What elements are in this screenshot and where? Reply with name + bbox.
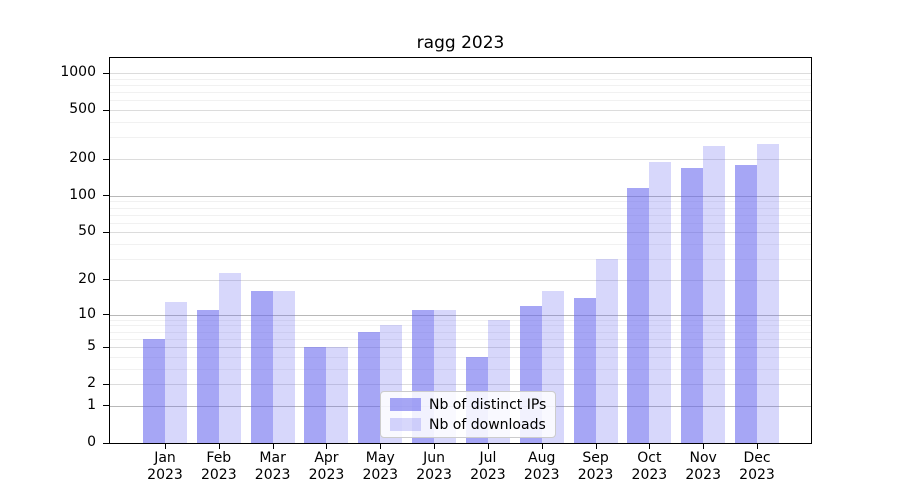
legend-label-distinct-ips: Nb of distinct IPs <box>429 396 547 413</box>
x-tick-label-apr: Apr 2023 <box>308 450 345 483</box>
gridline-minor <box>110 137 811 139</box>
bar-nov-downloads <box>703 146 726 443</box>
gridline-minor <box>110 100 811 102</box>
x-tick-mark <box>756 444 758 449</box>
x-tick-mark <box>380 444 382 449</box>
y-tick-label: 5 <box>87 338 96 355</box>
bar-mar-downloads <box>272 291 295 443</box>
y-tick-label: 500 <box>69 101 96 118</box>
y-tick-label: 20 <box>78 270 96 287</box>
x-tick-label-dec: Dec 2023 <box>739 450 775 483</box>
legend-entry-downloads: Nb of downloads <box>390 416 546 433</box>
x-tick-label-mar: Mar 2023 <box>254 450 291 483</box>
gridline <box>110 347 811 349</box>
gridline-minor <box>110 244 811 246</box>
gridline-decade <box>110 314 811 316</box>
gridline-minor <box>110 338 811 340</box>
gridline-minor <box>110 259 811 261</box>
x-tick-label-nov: Nov 2023 <box>685 450 721 483</box>
bar-may-distinct-ips <box>358 331 381 443</box>
bar-oct-distinct-ips <box>627 188 650 443</box>
gridline <box>110 159 811 160</box>
y-tick-mark <box>103 405 110 407</box>
bar-oct-downloads <box>649 161 672 443</box>
bar-apr-downloads <box>326 347 349 443</box>
gridline-minor <box>110 319 811 321</box>
y-tick-mark <box>103 72 110 74</box>
gridline-minor <box>110 331 811 333</box>
gridline-minor <box>110 84 811 86</box>
gridline-minor <box>110 78 811 80</box>
gridline <box>110 232 811 234</box>
y-tick-mark <box>103 231 110 233</box>
y-tick-label: 2 <box>87 375 96 392</box>
gridline-minor <box>110 122 811 124</box>
x-tick-label-aug: Aug 2023 <box>523 450 560 483</box>
x-tick-label-feb: Feb 2023 <box>200 450 237 483</box>
x-tick-mark <box>595 444 597 449</box>
legend-label-downloads: Nb of downloads <box>429 416 546 433</box>
bar-jan-downloads <box>165 301 187 443</box>
y-tick-label: 1 <box>87 396 96 413</box>
legend-swatch-distinct-ips <box>390 398 421 411</box>
chart-title: ragg 2023 <box>416 33 505 53</box>
y-tick-label: 200 <box>69 150 96 166</box>
gridline-minor <box>110 201 811 203</box>
bar-feb-distinct-ips <box>196 309 219 443</box>
y-tick-mark <box>103 279 110 281</box>
gridline-decade <box>110 195 811 197</box>
y-tick-label: 10 <box>78 305 96 322</box>
bar-jan-distinct-ips <box>143 338 165 443</box>
y-tick-mark <box>103 158 110 160</box>
gridline-minor <box>110 356 811 358</box>
legend: Nb of distinct IPs Nb of downloads <box>380 391 557 438</box>
bar-dec-downloads <box>756 144 779 443</box>
y-tick-mark <box>103 346 110 348</box>
x-tick-mark <box>703 444 705 449</box>
gridline <box>110 384 811 386</box>
x-tick-label-oct: Oct 2023 <box>631 450 668 483</box>
y-tick-mark <box>103 442 110 444</box>
bar-apr-distinct-ips <box>304 347 327 443</box>
y-tick-mark <box>103 109 110 111</box>
x-tick-mark <box>326 444 328 449</box>
gridline-minor <box>110 368 811 370</box>
y-tick-label: 0 <box>87 434 96 450</box>
x-tick-label-jul: Jul 2023 <box>470 450 506 483</box>
y-tick-mark <box>103 195 110 197</box>
x-tick-label-sep: Sep 2023 <box>577 450 614 483</box>
gridline-minor <box>110 325 811 327</box>
y-tick-mark <box>103 314 110 316</box>
gridline-minor <box>110 222 811 224</box>
x-tick-mark <box>272 444 274 449</box>
x-tick-label-may: May 2023 <box>362 450 399 483</box>
bar-feb-downloads <box>218 272 241 443</box>
bar-dec-distinct-ips <box>734 164 757 443</box>
bar-mar-distinct-ips <box>250 291 273 443</box>
bar-sep-downloads <box>595 259 618 443</box>
bar-nov-distinct-ips <box>681 167 704 443</box>
gridline <box>110 73 811 75</box>
x-tick-label-jan: Jan 2023 <box>147 450 183 483</box>
x-tick-mark <box>218 444 220 449</box>
y-tick-label: 100 <box>69 186 96 203</box>
y-tick-label: 1000 <box>60 64 96 81</box>
x-tick-mark <box>165 444 166 449</box>
gridline-minor <box>110 207 811 209</box>
y-tick-label: 50 <box>78 223 96 240</box>
x-tick-mark <box>434 444 436 449</box>
x-tick-mark <box>487 444 489 449</box>
x-tick-mark <box>649 444 651 449</box>
legend-entry-distinct-ips: Nb of distinct IPs <box>390 396 546 413</box>
gridline-minor <box>110 214 811 216</box>
y-tick-mark <box>103 383 110 385</box>
gridline-minor <box>110 92 811 94</box>
legend-swatch-downloads <box>390 418 421 431</box>
x-tick-label-jun: Jun 2023 <box>416 450 452 483</box>
gridline <box>110 279 811 281</box>
x-tick-mark <box>541 444 543 449</box>
gridline <box>110 110 811 112</box>
bar-sep-distinct-ips <box>573 297 596 443</box>
